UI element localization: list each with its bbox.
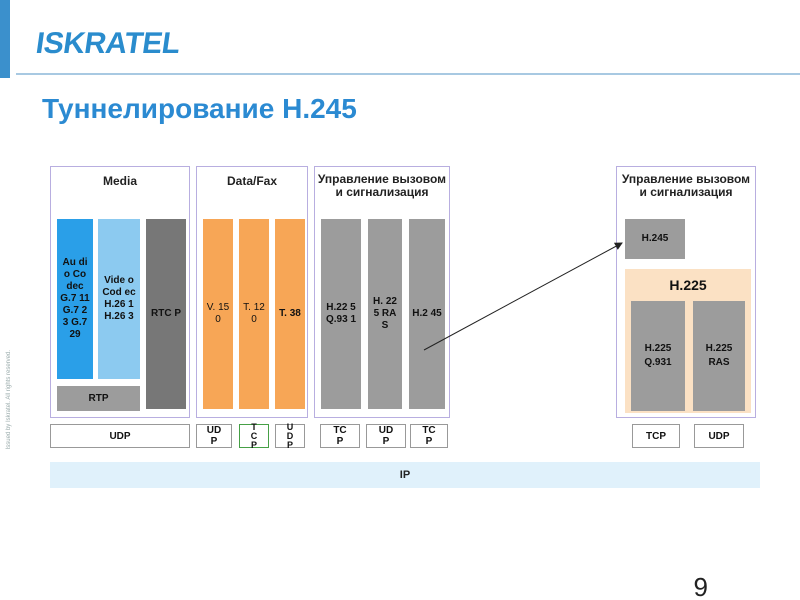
- datafax-panel-title: Data/Fax: [226, 174, 278, 188]
- control-left-tcp2-box: TC P: [410, 424, 448, 448]
- h225-q931-box-right: H.225 Q.931: [631, 301, 685, 411]
- rtp-label: RTP: [88, 392, 109, 404]
- datafax-tcp-box: T C P: [239, 421, 269, 450]
- t120-box: T. 12 0: [239, 219, 269, 409]
- control-right-tcp-box: TCP: [632, 424, 680, 448]
- h225-container: H.225 H.225 Q.931 H.225 RAS: [625, 269, 751, 413]
- control-left-tcp1-label: TC P: [333, 425, 347, 447]
- rtp-box: RTP: [57, 386, 140, 411]
- h225-q931-label-left: H.22 5 Q.93 1: [325, 302, 357, 325]
- h245-box-right: H.245: [625, 219, 685, 259]
- media-panel-title: Media: [102, 174, 137, 188]
- audio-codec-box: Au dio Co dec G.7 11 G.7 23 G.7 29: [57, 219, 93, 379]
- video-codec-label: Vide o Cod ec H.26 1 H.26 3: [102, 275, 136, 322]
- h225-ras-label-right: H.225 RAS: [705, 343, 733, 368]
- call-control-left-title: Управление вызовом и сигнализация: [317, 172, 447, 199]
- datafax-udp-box: UD P: [196, 424, 232, 448]
- h225-ras-box-right: H.225 RAS: [693, 301, 745, 411]
- t38-box: T. 38: [275, 219, 305, 409]
- h245-label-right: H.245: [641, 233, 669, 244]
- t38-label: T. 38: [279, 308, 301, 319]
- h225-q931-box-left: H.22 5 Q.93 1: [321, 219, 361, 409]
- t120-label: T. 12 0: [243, 302, 265, 325]
- page-title: Туннелирование H.245: [42, 93, 357, 124]
- datafax-tcp-label: T C P: [250, 421, 258, 450]
- h225-ras-box-left: H. 22 5 RA S: [368, 219, 402, 409]
- media-udp-box: UDP: [50, 424, 190, 448]
- call-control-panel-right: Управление вызовом и сигнализация H.245 …: [616, 166, 756, 418]
- control-left-udp-box: UD P: [366, 424, 406, 448]
- h225-ras-label-left: H. 22 5 RA S: [373, 296, 397, 331]
- video-codec-box: Vide o Cod ec H.26 1 H.26 3: [98, 219, 140, 379]
- h245-label-left: H.2 45: [412, 308, 442, 319]
- header-divider: [16, 73, 800, 75]
- control-right-udp-box: UDP: [694, 424, 744, 448]
- call-control-panel-left: Управление вызовом и сигнализация H.22 5…: [314, 166, 450, 418]
- datafax-udp2-box: U D P: [275, 421, 305, 450]
- page-number: 9: [693, 572, 708, 600]
- brand-accent-bar: [0, 0, 10, 78]
- datafax-udp2-label: U D P: [286, 421, 294, 450]
- h245-box-left: H.2 45: [409, 219, 445, 409]
- control-right-tcp-label: TCP: [646, 430, 666, 442]
- media-udp-label: UDP: [109, 430, 131, 442]
- v150-label: V. 15 0: [206, 302, 230, 325]
- rtcp-box: RTC P: [146, 219, 186, 409]
- ip-layer-bar: IP: [50, 462, 760, 488]
- v150-box: V. 15 0: [203, 219, 233, 409]
- tunnel-arrow-line: [423, 242, 623, 351]
- media-panel: Media Au dio Co dec G.7 11 G.7 23 G.7 29…: [50, 166, 190, 418]
- control-left-tcp2-label: TC P: [422, 425, 436, 447]
- h225-title: H.225: [669, 277, 707, 293]
- control-left-udp-label: UD P: [378, 425, 394, 447]
- call-control-right-title: Управление вызовом и сигнализация: [621, 172, 751, 199]
- h225-q931-label-right: H.225 Q.931: [644, 343, 672, 368]
- rtcp-label: RTC P: [151, 308, 181, 319]
- ip-label: IP: [399, 469, 411, 481]
- audio-codec-label: Au dio Co dec G.7 11 G.7 23 G.7 29: [60, 257, 90, 340]
- control-right-udp-label: UDP: [708, 430, 730, 442]
- datafax-udp-label: UD P: [206, 425, 222, 447]
- control-left-tcp1-box: TC P: [320, 424, 360, 448]
- datafax-panel: Data/Fax V. 15 0 T. 12 0 T. 38: [196, 166, 308, 418]
